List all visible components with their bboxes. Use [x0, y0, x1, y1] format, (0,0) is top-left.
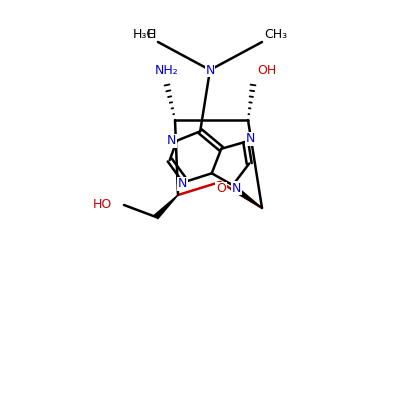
Text: N: N: [232, 182, 242, 195]
Text: H₃C: H₃C: [133, 28, 156, 40]
Text: H: H: [147, 28, 156, 40]
Polygon shape: [231, 185, 262, 208]
Text: N: N: [178, 177, 187, 190]
Text: CH₃: CH₃: [264, 28, 287, 40]
Text: N: N: [246, 132, 255, 145]
Polygon shape: [154, 195, 178, 219]
Text: N: N: [205, 64, 215, 76]
Text: HO: HO: [93, 198, 112, 212]
Text: N: N: [167, 134, 176, 147]
Text: OH: OH: [257, 64, 277, 78]
Text: O: O: [216, 182, 226, 196]
Text: NH₂: NH₂: [155, 64, 179, 78]
